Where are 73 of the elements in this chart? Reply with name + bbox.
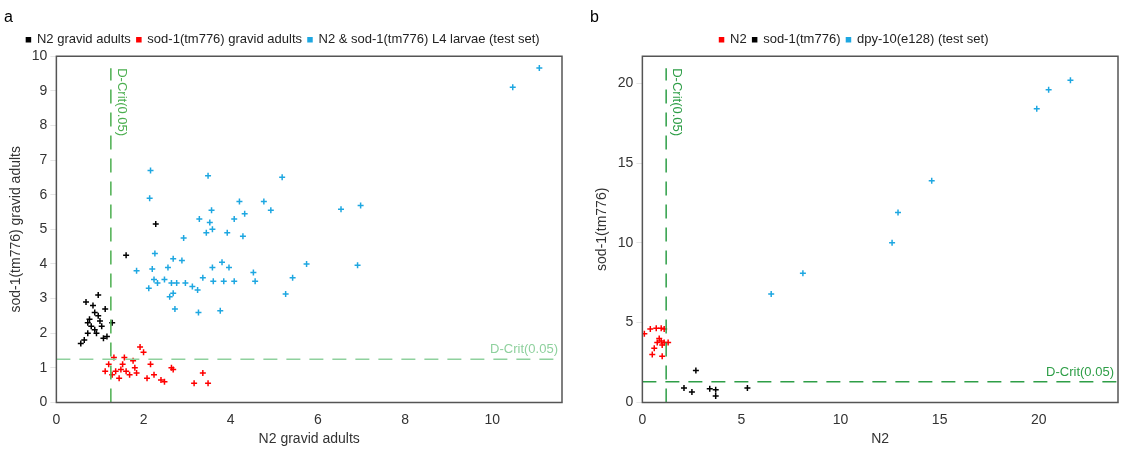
point <box>230 215 238 223</box>
y-tick-label: 0 <box>39 393 48 410</box>
point <box>767 290 775 298</box>
point <box>94 291 102 299</box>
x-tick-label: 4 <box>226 410 235 427</box>
point <box>157 376 165 384</box>
y-tick-label: 10 <box>617 233 634 250</box>
y-tick-label: 15 <box>617 153 634 170</box>
x-axis-title: N2 gravid adults <box>258 430 360 447</box>
x-tick-label: 15 <box>931 410 948 427</box>
x-tick-label: 5 <box>737 410 746 427</box>
y-axis-title: sod-1(tm776) <box>593 187 610 271</box>
y-tick-label: 9 <box>39 81 48 98</box>
legend-label: N2 gravid adults <box>36 31 132 47</box>
legend-label: N2 & sod-1(tm776) L4 larvae (test set) <box>318 31 540 47</box>
point <box>688 388 696 396</box>
ref-line-label: D-Crit(0.05) <box>114 68 130 137</box>
point <box>84 329 92 337</box>
y-tick-label: 2 <box>39 324 48 341</box>
point <box>706 385 714 393</box>
chart-title: b <box>590 8 599 26</box>
y-tick-label: 6 <box>39 185 48 202</box>
point <box>888 239 896 247</box>
point <box>230 277 238 285</box>
point <box>220 277 228 285</box>
point <box>337 205 345 213</box>
y-tick-label: 20 <box>617 74 634 91</box>
ref-line-label: D-Crit(0.05) <box>490 341 558 357</box>
x-tick-label: 0 <box>638 410 647 427</box>
point <box>239 232 247 240</box>
point <box>199 369 207 377</box>
y-tick-label: 4 <box>39 254 48 271</box>
point <box>680 384 688 392</box>
point <box>658 352 666 360</box>
x-axis-title: N2 <box>871 430 890 447</box>
y-tick-label: 8 <box>39 116 48 133</box>
y-tick-label: 10 <box>31 47 48 64</box>
point <box>223 229 231 237</box>
y-tick-label: 1 <box>39 358 48 375</box>
x-tick-label: 8 <box>401 410 410 427</box>
legend-label: dpy-10(e128) (test set) <box>856 31 989 47</box>
point <box>145 284 153 292</box>
point <box>652 324 660 332</box>
point <box>87 322 95 330</box>
x-tick-label: 20 <box>1030 410 1047 427</box>
point <box>82 298 90 306</box>
y-axis-title: sod-1(tm776) gravid adults <box>7 146 24 313</box>
chart-title: a <box>4 8 13 26</box>
point <box>171 305 179 313</box>
point <box>101 305 109 313</box>
legend-label: N2 <box>730 31 747 47</box>
legend-label: sod-1(tm776) gravid adults <box>147 31 303 47</box>
x-tick-label: 10 <box>832 410 849 427</box>
ref-line-label: D-Crit(0.05) <box>670 68 686 137</box>
x-tick-label: 10 <box>484 410 501 427</box>
y-tick-label: 5 <box>39 220 48 237</box>
y-tick-label: 7 <box>39 150 48 167</box>
point <box>218 258 226 266</box>
y-tick-label: 3 <box>39 289 48 306</box>
point <box>251 277 259 285</box>
point <box>152 220 160 228</box>
legend-label: sod-1(tm776) <box>763 31 841 47</box>
point <box>799 269 807 277</box>
point <box>115 374 123 382</box>
x-tick-label: 2 <box>139 410 148 427</box>
x-tick-label: 0 <box>52 410 61 427</box>
y-tick-label: 0 <box>625 393 634 410</box>
y-tick-label: 5 <box>625 313 634 330</box>
point <box>101 367 109 375</box>
ref-line-label: D-Crit(0.05) <box>1046 363 1114 379</box>
point <box>143 374 151 382</box>
point <box>199 274 207 282</box>
x-tick-label: 6 <box>314 410 323 427</box>
